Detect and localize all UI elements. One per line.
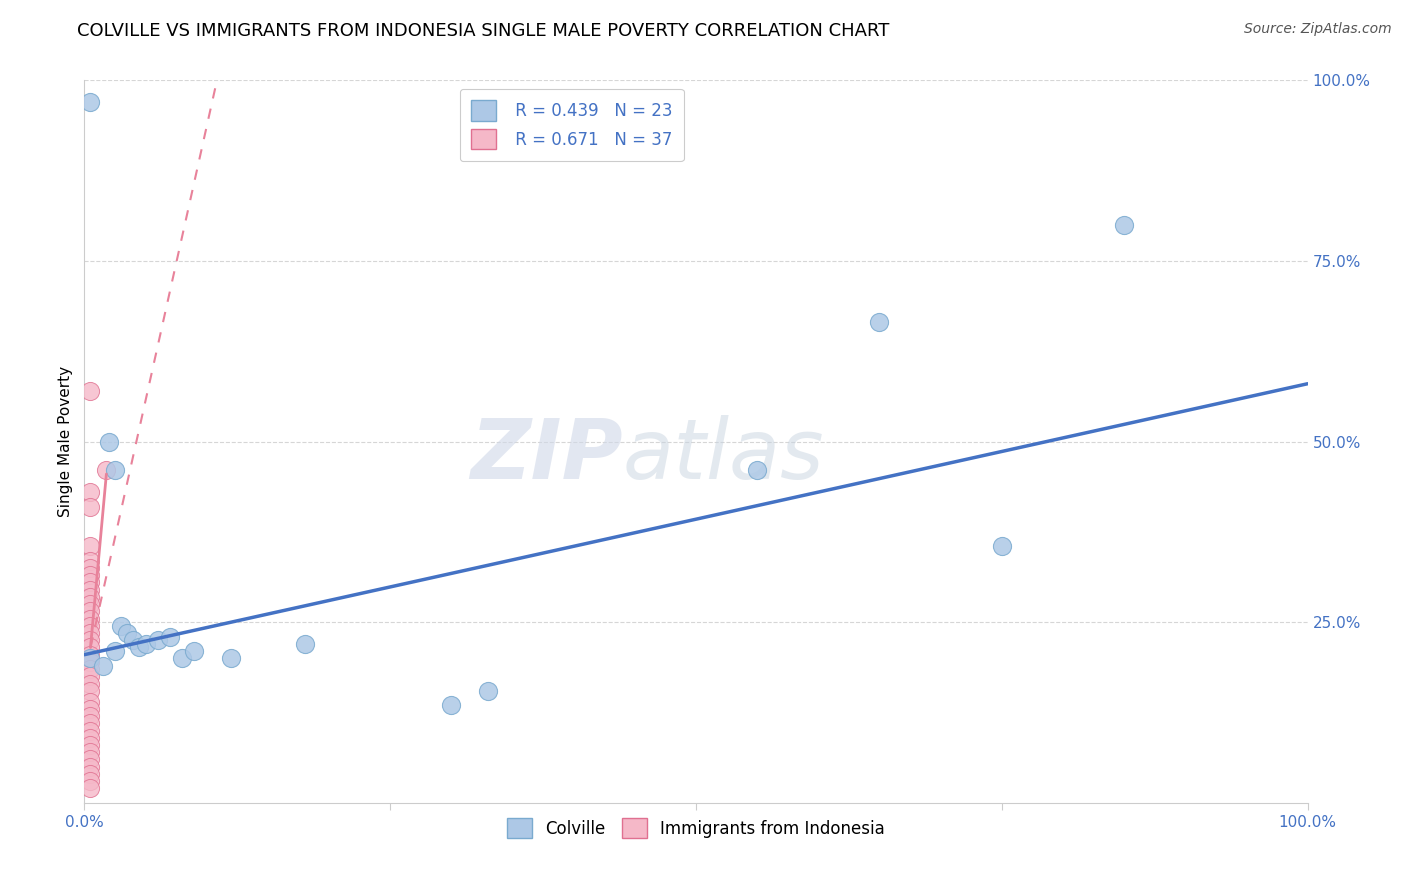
Point [79, 95, 101, 109]
Point [79, 648, 101, 662]
Point [110, 619, 132, 633]
Point [79, 723, 101, 738]
Point [477, 683, 499, 698]
Point [128, 640, 150, 655]
Point [219, 651, 242, 665]
Point [79, 774, 101, 789]
Text: COLVILLE VS IMMIGRANTS FROM INDONESIA SINGLE MALE POVERTY CORRELATION CHART: COLVILLE VS IMMIGRANTS FROM INDONESIA SI… [77, 22, 890, 40]
Point [1114, 218, 1136, 232]
Point [991, 539, 1014, 553]
Point [747, 463, 769, 477]
Point [79, 485, 101, 500]
Point [79, 662, 101, 676]
Point [79, 626, 101, 640]
Point [79, 655, 101, 669]
Legend: Colville, Immigrants from Indonesia: Colville, Immigrants from Indonesia [501, 812, 891, 845]
Point [79, 575, 101, 590]
Point [79, 539, 101, 553]
Point [79, 669, 101, 683]
Point [79, 640, 101, 655]
Point [869, 315, 891, 329]
Point [79, 738, 101, 752]
Point [79, 702, 101, 716]
Point [294, 637, 316, 651]
Point [122, 633, 145, 648]
Text: ZIP: ZIP [470, 416, 623, 497]
Point [79, 651, 101, 665]
Point [79, 568, 101, 582]
Point [104, 644, 127, 658]
Point [96, 463, 118, 477]
Point [183, 644, 205, 658]
Point [79, 619, 101, 633]
Point [79, 611, 101, 625]
Point [159, 630, 181, 644]
Point [79, 760, 101, 774]
Point [79, 582, 101, 597]
Point [79, 500, 101, 514]
Point [79, 781, 101, 796]
Point [146, 633, 169, 648]
Point [172, 651, 194, 665]
Point [79, 683, 101, 698]
Point [91, 658, 114, 673]
Text: Source: ZipAtlas.com: Source: ZipAtlas.com [1244, 22, 1392, 37]
Point [79, 554, 101, 568]
Point [79, 752, 101, 766]
Point [79, 716, 101, 731]
Point [79, 604, 101, 618]
Point [97, 434, 120, 449]
Point [440, 698, 463, 713]
Point [104, 463, 127, 477]
Point [115, 626, 138, 640]
Point [79, 695, 101, 709]
Text: atlas: atlas [623, 416, 824, 497]
Point [79, 633, 101, 648]
Point [79, 767, 101, 781]
Point [135, 637, 157, 651]
Point [79, 731, 101, 745]
Point [79, 597, 101, 611]
Point [79, 384, 101, 398]
Point [79, 709, 101, 723]
Point [79, 561, 101, 575]
Point [79, 590, 101, 604]
Y-axis label: Single Male Poverty: Single Male Poverty [58, 366, 73, 517]
Point [79, 676, 101, 690]
Point [79, 745, 101, 759]
